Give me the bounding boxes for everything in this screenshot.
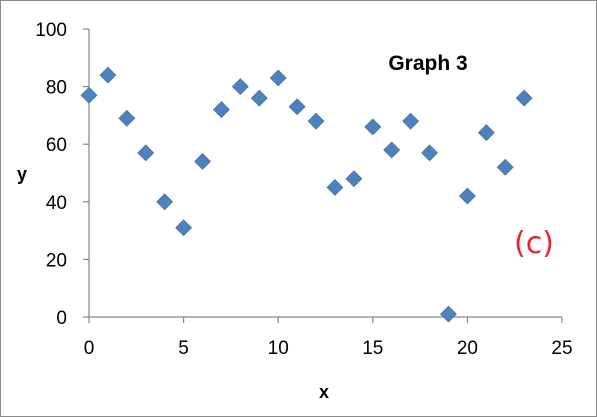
data-point	[250, 89, 268, 107]
y-tick-label: 40	[46, 193, 67, 214]
y-tick-label: 100	[35, 20, 67, 41]
x-tick-label: 0	[84, 338, 95, 359]
x-tick-label: 15	[362, 338, 383, 359]
data-point	[118, 109, 136, 127]
data-point	[80, 86, 98, 104]
data-point	[137, 144, 155, 162]
data-point	[440, 305, 457, 323]
x-axis-title: x	[319, 382, 329, 402]
data-point	[194, 153, 211, 170]
y-tick-label: 60	[46, 135, 67, 156]
data-point	[364, 118, 382, 136]
data-point	[515, 89, 533, 107]
data-point	[269, 69, 287, 87]
data-point	[307, 112, 325, 130]
data-point	[326, 178, 344, 196]
y-tick-label: 80	[46, 78, 67, 99]
y-tick-label: 20	[46, 250, 67, 271]
x-tick-label: 10	[268, 338, 289, 359]
x-tick-label: 5	[178, 338, 189, 359]
data-point	[421, 144, 438, 162]
data-point	[288, 98, 306, 116]
data-point	[231, 78, 249, 96]
y-axis-title: y	[17, 164, 27, 184]
data-point	[99, 66, 117, 84]
data-point	[175, 219, 193, 237]
data-point	[496, 158, 514, 176]
x-tick-label: 25	[551, 338, 572, 359]
data-point	[458, 187, 476, 205]
data-point	[345, 170, 363, 188]
axes: 0 20 40 60 80 100 0 5 10 15 20 25	[35, 20, 572, 359]
data-point	[156, 193, 174, 211]
chart-title: Graph 3	[388, 52, 467, 75]
data-point	[213, 101, 230, 119]
data-points	[80, 66, 533, 323]
data-point	[383, 141, 401, 159]
data-point	[477, 124, 495, 142]
y-tick-label: 0	[56, 308, 67, 329]
x-tick-label: 20	[457, 338, 478, 359]
data-point	[402, 112, 420, 130]
handwritten-annotation: (c)	[514, 226, 554, 261]
